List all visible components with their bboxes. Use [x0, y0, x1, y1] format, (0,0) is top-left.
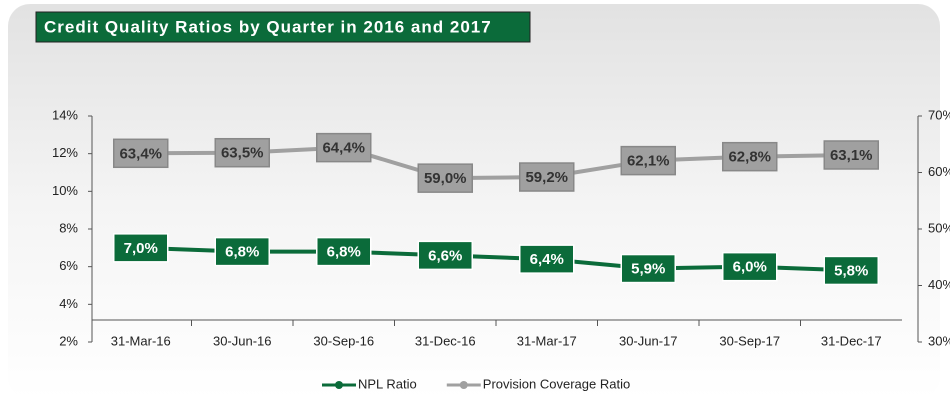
- y2-tick-label: 50%: [928, 220, 950, 235]
- x-tick-label: 30-Sep-17: [719, 333, 780, 348]
- y-tick-label: 8%: [59, 220, 78, 235]
- data-label: 6,8%: [225, 244, 259, 261]
- data-label: 63,5%: [221, 145, 264, 162]
- x-tick-label: 31-Dec-16: [415, 333, 476, 348]
- data-label: 62,8%: [728, 149, 771, 166]
- y2-tick-label: 70%: [928, 107, 950, 122]
- data-label-box: [620, 253, 676, 284]
- x-tick-label: 30-Jun-17: [619, 333, 678, 348]
- data-label-box: [620, 145, 676, 176]
- data-label: 6,0%: [733, 259, 767, 276]
- data-label: 5,8%: [834, 262, 868, 279]
- data-label: 6,6%: [428, 247, 462, 264]
- y2-tick-label: 30%: [928, 333, 950, 348]
- data-label: 6,4%: [530, 251, 564, 268]
- y-tick-label: 12%: [52, 145, 78, 160]
- x-tick-label: 31-Mar-16: [111, 333, 171, 348]
- x-tick-label: 30-Sep-16: [313, 333, 374, 348]
- legend-label: Provision Coverage Ratio: [483, 376, 630, 391]
- data-label-box: [519, 162, 575, 192]
- legend-marker: [335, 381, 343, 389]
- data-label-box: [113, 138, 169, 169]
- data-label-box: [417, 240, 473, 271]
- data-label: 63,4%: [119, 145, 162, 162]
- y-tick-label: 4%: [59, 296, 78, 311]
- data-label: 64,4%: [322, 140, 365, 157]
- data-label-box: [722, 141, 778, 172]
- data-label: 59,2%: [525, 169, 568, 186]
- y-tick-label: 2%: [59, 333, 78, 348]
- data-label: 63,1%: [830, 147, 873, 164]
- data-label-box: [417, 163, 473, 193]
- y-tick-label: 6%: [59, 258, 78, 273]
- data-label-box: [823, 255, 879, 286]
- data-label-box: [722, 251, 778, 282]
- data-label: 59,0%: [424, 170, 467, 187]
- y2-tick-label: 60%: [928, 164, 950, 179]
- data-label-box: [214, 137, 270, 168]
- data-label-box: [823, 140, 879, 170]
- data-label: 6,8%: [327, 244, 361, 261]
- data-label: 62,1%: [627, 153, 670, 170]
- y2-tick-label: 40%: [928, 277, 950, 292]
- x-tick-label: 30-Jun-16: [213, 333, 272, 348]
- y-tick-label: 10%: [52, 183, 78, 198]
- legend-label: NPL Ratio: [358, 376, 417, 391]
- data-label-box: [519, 244, 575, 274]
- chart-title: Credit Quality Ratios by Quarter in 2016…: [44, 17, 492, 36]
- data-label-box: [214, 236, 270, 267]
- data-label: 7,0%: [124, 240, 158, 257]
- data-label-box: [113, 233, 169, 263]
- x-tick-label: 31-Dec-17: [821, 333, 882, 348]
- x-tick-label: 31-Mar-17: [517, 333, 577, 348]
- y-tick-label: 14%: [52, 107, 78, 122]
- data-label-box: [316, 132, 372, 163]
- data-label: 5,9%: [631, 261, 665, 278]
- data-label-box: [316, 236, 372, 267]
- legend-marker: [459, 381, 468, 389]
- panel: [8, 4, 940, 399]
- title-box: [35, 11, 531, 43]
